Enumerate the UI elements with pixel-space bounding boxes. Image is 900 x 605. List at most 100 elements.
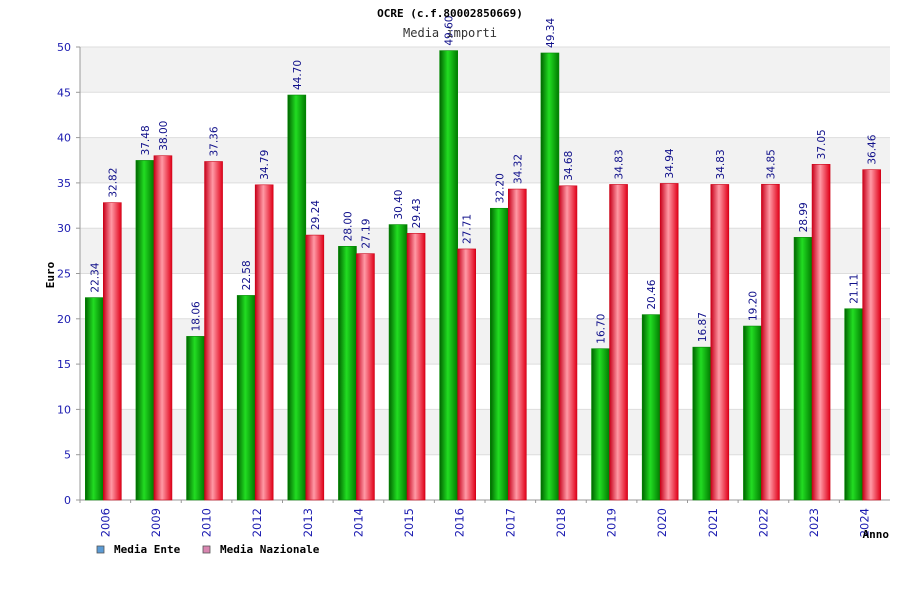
y-tick-label: 5 (64, 449, 71, 462)
bar-media-ente-2009 (135, 160, 155, 501)
data-label: 29.24 (310, 200, 322, 230)
data-label: 28.99 (798, 202, 810, 232)
bar-media-nazionale-2016 (457, 248, 476, 501)
bar-media-nazionale-2013 (305, 234, 325, 501)
legend: Media Ente Media Nazionale (96, 543, 320, 556)
legend-label-media-nazionale: Media Nazionale (220, 543, 320, 556)
x-tick-label: 2019 (605, 508, 619, 537)
bar-media-nazionale-2019 (609, 184, 628, 501)
x-tick-label: 2010 (200, 508, 214, 537)
y-tick-label: 15 (57, 358, 71, 371)
data-label: 20.46 (646, 279, 658, 309)
bar-media-ente-2006 (85, 297, 104, 501)
bar-media-ente-2018 (540, 52, 560, 501)
y-tick-label: 40 (57, 132, 71, 145)
bar-media-ente-2024 (844, 308, 863, 501)
y-tick-label: 45 (57, 86, 71, 99)
bar-media-ente-2017 (490, 207, 509, 501)
data-label: 22.58 (241, 260, 253, 290)
bar-media-nazionale-2024 (862, 169, 881, 501)
data-label: 19.20 (747, 291, 759, 321)
bar-media-ente-2013 (287, 94, 307, 501)
y-tick-label: 10 (57, 403, 71, 416)
bar-media-nazionale-2017 (508, 188, 527, 501)
data-label: 34.83 (614, 149, 626, 179)
x-tick-label: 2015 (402, 508, 416, 537)
x-tick-label: 2006 (98, 508, 112, 537)
bar-media-nazionale-2023 (811, 164, 831, 501)
data-label: 38.00 (158, 121, 170, 151)
bar-media-ente-2014 (338, 246, 357, 501)
x-tick-label: 2013 (301, 508, 315, 537)
y-tick-label: 20 (57, 313, 71, 326)
data-label: 22.34 (89, 262, 101, 292)
x-tick-label: 2012 (250, 508, 264, 537)
bar-media-nazionale-2012 (254, 184, 274, 501)
y-tick-label: 0 (64, 494, 71, 507)
legend-swatch-media-nazionale (202, 545, 211, 554)
bar-media-ente-2023 (793, 237, 813, 501)
bar-media-ente-2015 (388, 224, 408, 501)
y-tick-label: 50 (57, 41, 71, 54)
data-label: 34.94 (664, 148, 676, 178)
y-axis-label: Euro (44, 261, 57, 288)
bar-media-ente-2010 (186, 336, 205, 501)
bar-media-ente-2016 (439, 50, 458, 501)
bar-media-ente-2020 (641, 314, 661, 501)
y-tick-label: 35 (57, 177, 71, 190)
legend-swatch-media-ente (96, 545, 105, 554)
data-label: 30.40 (393, 190, 405, 220)
legend-label-media-ente: Media Ente (114, 543, 181, 556)
bar-media-nazionale-2006 (103, 202, 122, 501)
bar-media-ente-2019 (591, 348, 610, 501)
x-tick-label: 2009 (149, 508, 163, 537)
data-label: 21.11 (849, 274, 861, 304)
x-tick-label: 2017 (503, 508, 517, 537)
x-tick-label: 2024 (858, 508, 872, 537)
data-label: 34.32 (512, 154, 524, 184)
data-label: 36.46 (867, 134, 879, 164)
data-label: 28.00 (342, 211, 354, 241)
x-tick-label: 2023 (807, 508, 821, 537)
data-label: 27.71 (462, 214, 474, 244)
data-label: 44.70 (292, 60, 304, 90)
y-tick-label: 25 (57, 268, 71, 281)
bar-media-nazionale-2014 (356, 253, 375, 501)
data-label: 34.83 (715, 149, 727, 179)
bar-media-nazionale-2010 (204, 161, 223, 501)
x-tick-label: 2021 (706, 508, 720, 537)
bar-media-nazionale-2022 (761, 183, 780, 501)
data-label: 37.48 (140, 125, 152, 155)
data-label: 18.06 (191, 301, 203, 331)
data-label: 16.70 (596, 314, 608, 344)
data-label: 27.19 (360, 219, 372, 249)
x-tick-label: 2020 (655, 508, 669, 537)
x-tick-label: 2014 (351, 508, 365, 537)
data-label: 34.68 (563, 151, 575, 181)
y-tick-label: 30 (57, 222, 71, 235)
x-tick-label: 2016 (453, 508, 467, 537)
data-label: 16.87 (697, 312, 709, 342)
data-label: 32.20 (494, 173, 506, 203)
data-label: 37.05 (816, 129, 828, 159)
bar-media-ente-2012 (236, 295, 256, 501)
grid-band (80, 47, 890, 93)
x-tick-label: 2018 (554, 508, 568, 537)
x-tick-label: 2022 (756, 508, 770, 537)
data-label: 34.85 (765, 149, 777, 179)
bar-media-nazionale-2015 (406, 233, 426, 501)
chart-subtitle: Media importi (403, 26, 497, 40)
bar-media-nazionale-2009 (153, 155, 173, 501)
data-label: 29.43 (411, 198, 423, 228)
bar-media-nazionale-2021 (710, 184, 730, 501)
x-axis-label: Anno (863, 528, 890, 541)
data-label: 32.82 (107, 168, 119, 198)
bar-media-nazionale-2018 (558, 185, 578, 501)
data-label: 37.36 (209, 126, 221, 156)
data-label: 49.34 (545, 18, 557, 48)
data-label: 49.60 (444, 16, 456, 46)
bar-media-ente-2022 (743, 325, 762, 501)
data-label: 34.79 (259, 150, 271, 180)
